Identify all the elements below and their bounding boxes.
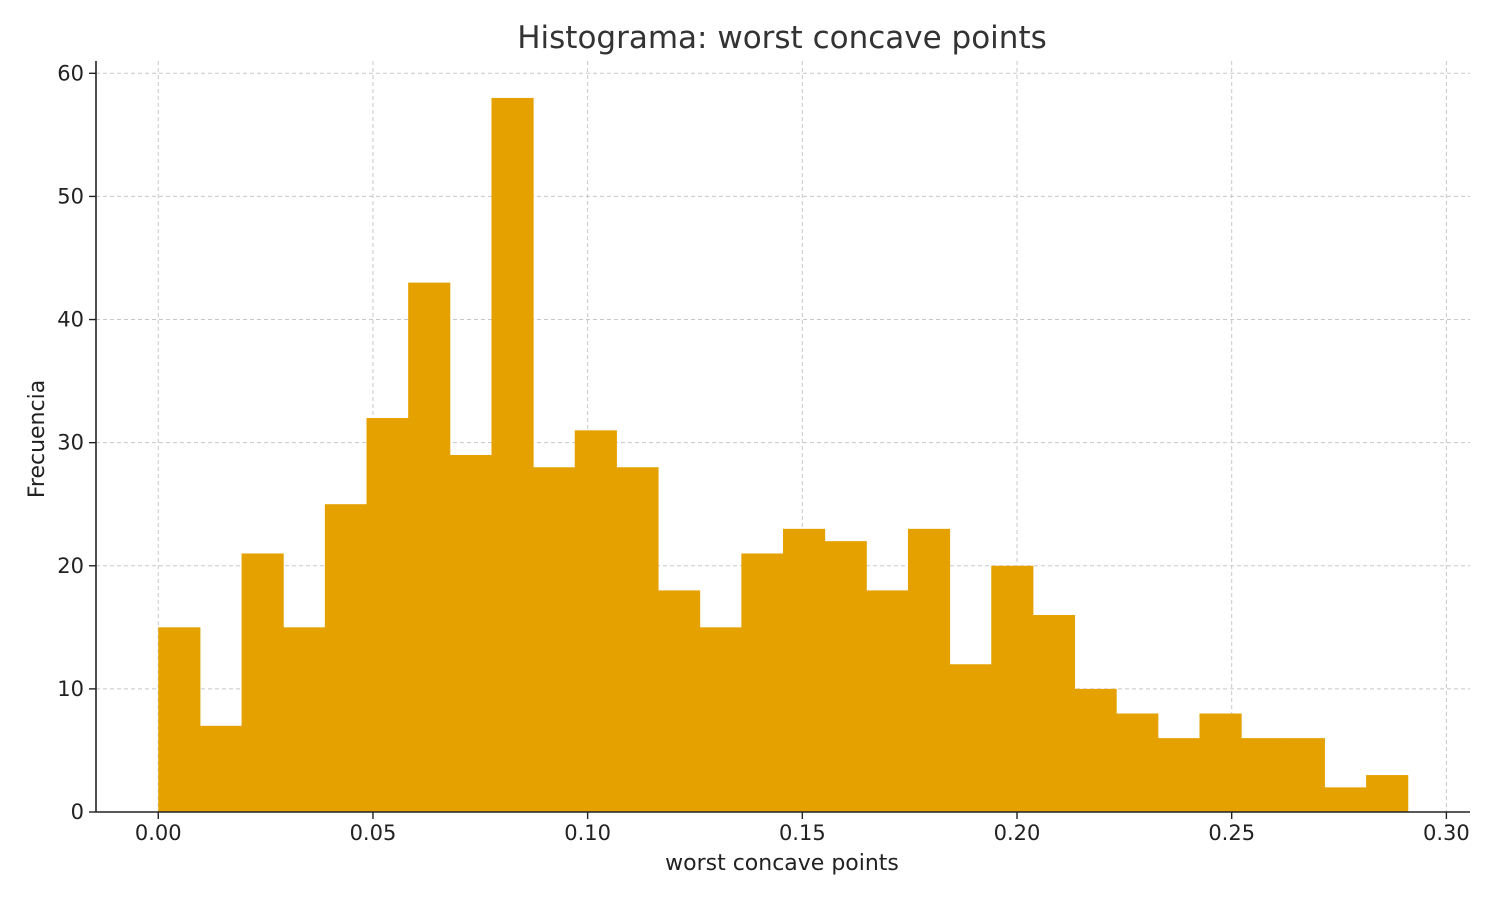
y-tick-label: 20 bbox=[57, 554, 84, 578]
histogram-bar bbox=[408, 282, 451, 812]
x-tick-label: 0.15 bbox=[779, 821, 826, 845]
histogram-bar bbox=[1032, 615, 1076, 812]
y-tick-label: 30 bbox=[57, 431, 84, 455]
x-tick-label: 0.05 bbox=[350, 821, 397, 845]
y-tick-label: 40 bbox=[57, 308, 84, 332]
histogram-bar bbox=[824, 541, 867, 812]
chart-title: Histograma: worst concave points bbox=[517, 20, 1047, 56]
y-tick-label: 60 bbox=[57, 61, 84, 85]
histogram-bar bbox=[491, 97, 534, 812]
histogram-bar bbox=[1074, 688, 1117, 812]
histogram-bar bbox=[241, 553, 284, 812]
histogram-bar bbox=[783, 528, 826, 812]
histogram-bar bbox=[1241, 738, 1284, 812]
x-tick-label: 0.00 bbox=[135, 821, 182, 845]
histogram-bar bbox=[616, 467, 659, 812]
y-axis-ticks: 0 10 20 30 40 50 60 bbox=[57, 61, 96, 824]
histogram-bar bbox=[991, 565, 1034, 812]
histogram-bar bbox=[1199, 713, 1242, 812]
histogram-bar bbox=[1157, 738, 1200, 812]
histogram-bar bbox=[283, 627, 326, 812]
x-tick-label: 0.25 bbox=[1208, 821, 1255, 845]
y-tick-label: 0 bbox=[71, 800, 84, 824]
x-tick-label: 0.20 bbox=[994, 821, 1041, 845]
histogram-bar bbox=[949, 664, 992, 812]
histogram-bar bbox=[199, 725, 243, 812]
histogram-bar bbox=[1366, 775, 1409, 812]
x-axis-label: worst concave points bbox=[665, 851, 899, 876]
histogram-bar bbox=[449, 454, 492, 812]
histogram-bar bbox=[1116, 713, 1159, 812]
axes bbox=[95, 61, 1470, 813]
histogram-bars bbox=[158, 97, 1409, 812]
histogram-bar bbox=[574, 430, 617, 812]
x-axis-ticks: 0.00 0.05 0.10 0.15 0.20 0.25 0.30 bbox=[135, 812, 1470, 845]
y-tick-label: 50 bbox=[57, 184, 84, 208]
histogram-bar bbox=[907, 528, 951, 812]
histogram-bar bbox=[741, 553, 784, 812]
histogram-bar bbox=[866, 590, 909, 812]
histogram-bar bbox=[1282, 738, 1325, 812]
y-tick-label: 10 bbox=[57, 677, 84, 701]
x-tick-label: 0.10 bbox=[564, 821, 611, 845]
y-axis-label: Frecuencia bbox=[25, 380, 50, 498]
histogram-bar bbox=[533, 467, 576, 812]
histogram-bar bbox=[658, 590, 701, 812]
histogram-bar bbox=[699, 627, 742, 812]
x-tick-label: 0.30 bbox=[1423, 821, 1470, 845]
histogram-bar bbox=[158, 627, 201, 812]
histogram-bar bbox=[1324, 787, 1367, 812]
histogram-bar bbox=[324, 504, 368, 812]
histogram-bar bbox=[366, 418, 409, 812]
